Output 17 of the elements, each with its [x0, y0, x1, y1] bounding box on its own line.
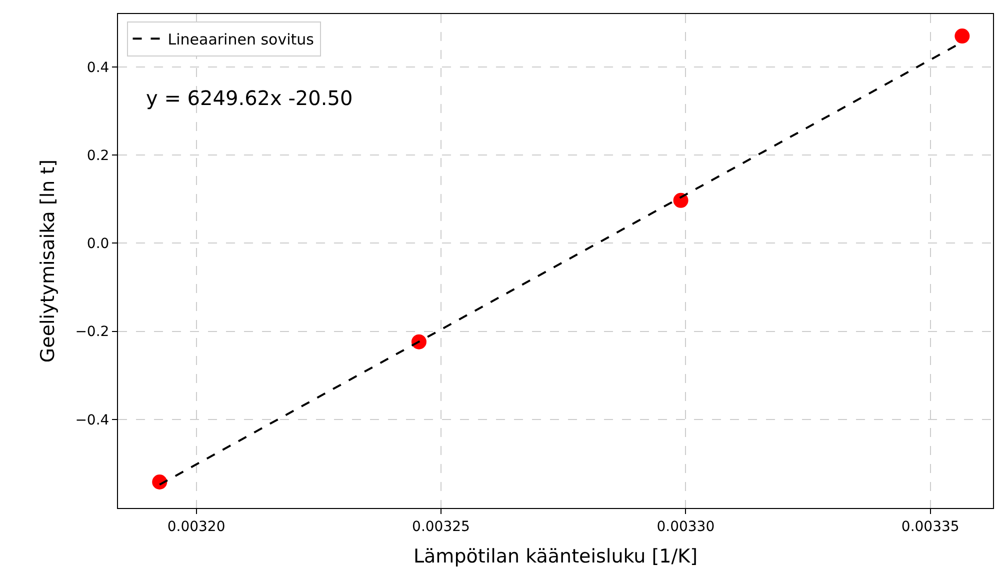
x-axis-title: Lämpötilan käänteisluku [1/K]	[413, 546, 698, 568]
y-tick-label: 0.4	[86, 60, 110, 76]
point	[411, 334, 426, 350]
y-axis-title: Geeliytymisaika [ln t]	[37, 159, 60, 363]
point	[673, 192, 688, 208]
y-tick-label: −0.2	[75, 324, 110, 340]
annotation: y = 6249.62x -20.50	[146, 86, 353, 110]
point	[954, 28, 970, 44]
x-tick-label: 0.00325	[412, 518, 470, 535]
x-tick-label: 0.00320	[167, 518, 226, 535]
x-tick-label: 0.00335	[901, 518, 960, 535]
y-tick-label: 0.2	[86, 148, 110, 164]
point	[152, 474, 168, 490]
legend-label: Lineaarinen sovitus	[168, 30, 314, 49]
y-tick-label: −0.4	[75, 412, 110, 428]
y-tick-label: 0.0	[86, 236, 110, 252]
x-tick-label: 0.00330	[656, 518, 715, 535]
